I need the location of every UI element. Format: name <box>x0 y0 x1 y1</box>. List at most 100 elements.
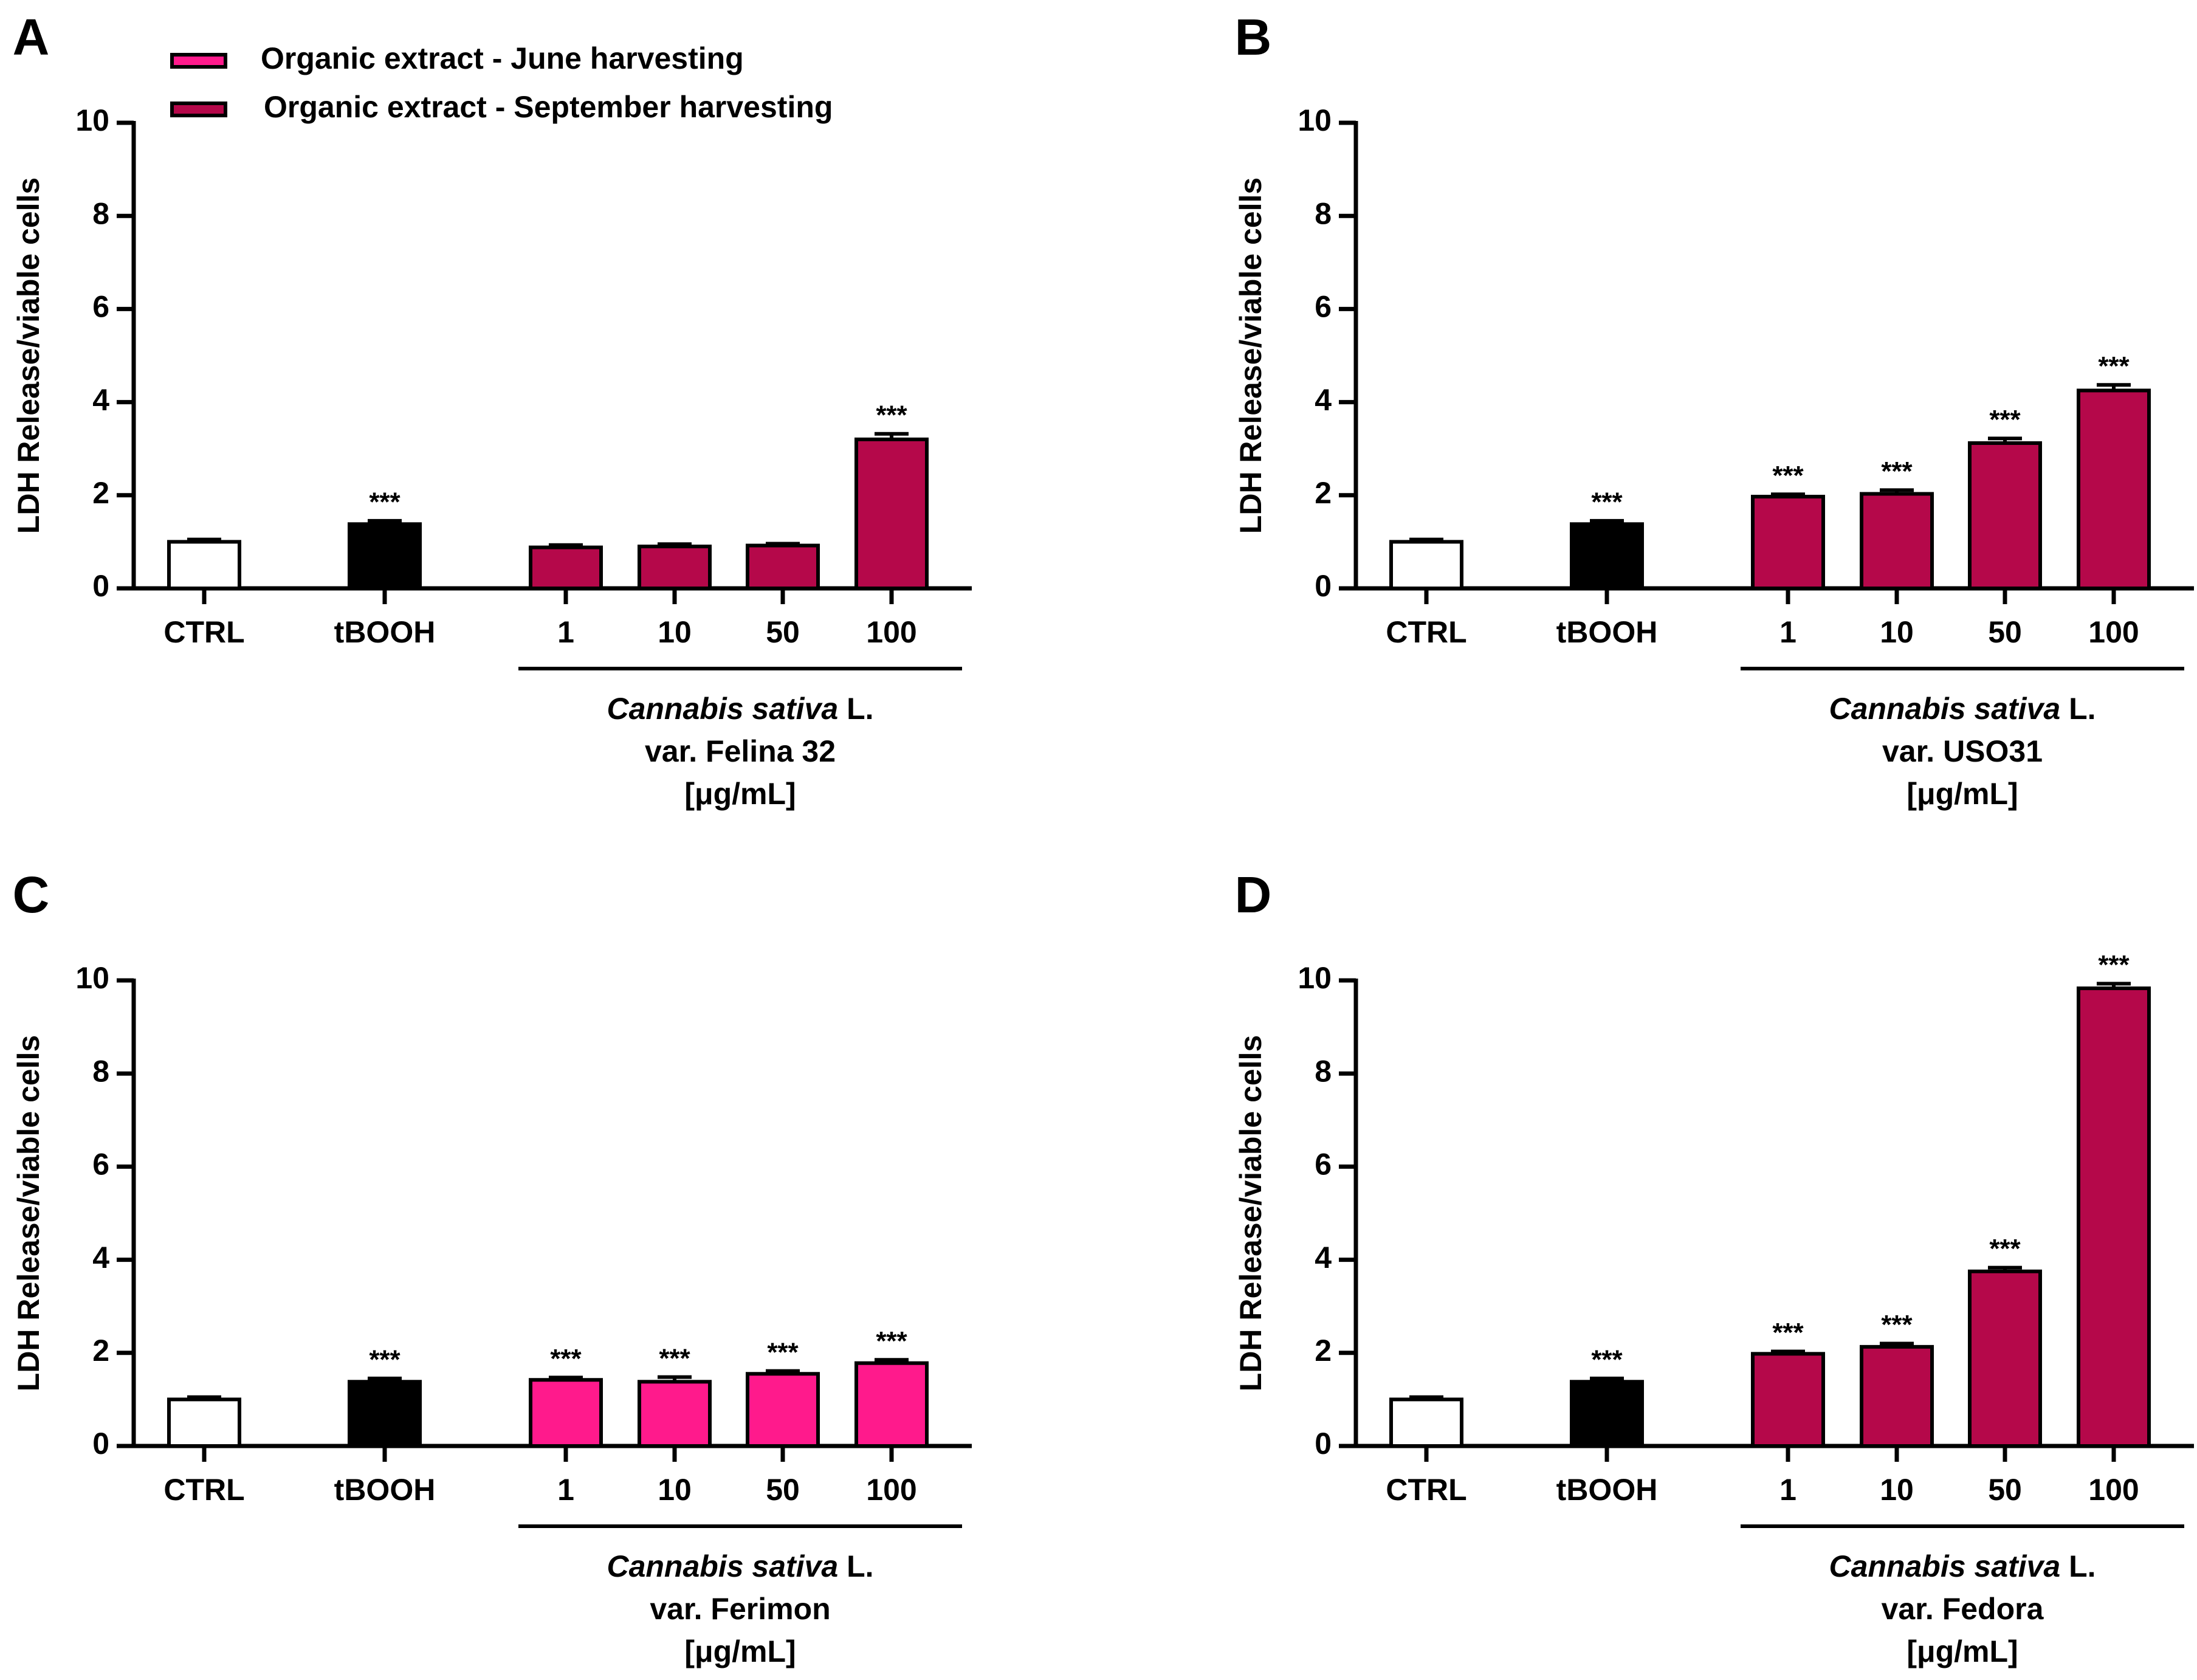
group-variety: var. Fedora <box>1882 1592 2044 1626</box>
group-authority: L. <box>847 692 873 726</box>
significance: *** <box>1989 1234 2021 1264</box>
group-species: Cannabis sativa <box>607 1549 838 1583</box>
y-tick-label: 2 <box>92 1334 109 1368</box>
group-unit: [μg/mL] <box>684 777 796 811</box>
y-tick-label: 2 <box>1315 476 1332 510</box>
group-unit: [μg/mL] <box>684 1634 796 1668</box>
bar <box>1389 1397 1463 1448</box>
legend-swatch <box>170 53 227 69</box>
y-axis-label: LDH Release/viable cells <box>12 1035 46 1391</box>
significance: *** <box>659 1343 690 1373</box>
bar <box>1968 441 2042 590</box>
y-tick-label: 10 <box>1298 103 1332 137</box>
bar <box>1570 1380 1644 1448</box>
significance: *** <box>1881 1310 1913 1340</box>
group-variety: var. Ferimon <box>650 1592 830 1626</box>
y-tick-label: 2 <box>92 476 109 510</box>
group-species: Cannabis sativa <box>1829 1549 2060 1583</box>
y-tick-label: 4 <box>92 383 109 417</box>
x-tick-label: 100 <box>866 1473 916 1507</box>
panel: B LDH Release/viable cells 0 2 4 6 8 10 CTRL tBOO… <box>1234 9 2194 811</box>
significance: *** <box>767 1337 799 1367</box>
bar <box>746 543 820 591</box>
x-tick-label: CTRL <box>163 615 244 649</box>
x-tick-label: 50 <box>766 1473 800 1507</box>
y-tick-label: 0 <box>1315 569 1332 603</box>
panel-letter: A <box>13 9 50 66</box>
significance: *** <box>2098 351 2130 381</box>
y-tick-label: 6 <box>1315 290 1332 324</box>
bar <box>348 522 422 590</box>
x-tick-label: 1 <box>1779 615 1796 649</box>
y-tick-label: 6 <box>92 1148 109 1182</box>
group-species: Cannabis sativa <box>1829 692 2060 726</box>
x-tick-label: 100 <box>2088 615 2139 649</box>
significance: *** <box>1591 1345 1623 1375</box>
x-tick-label: tBOOH <box>1556 1473 1658 1507</box>
significance: *** <box>1591 487 1623 517</box>
x-tick-label: 100 <box>2088 1473 2139 1507</box>
x-tick-label: 100 <box>866 615 916 649</box>
group-species: Cannabis sativa <box>607 692 838 726</box>
significance: *** <box>369 1345 401 1375</box>
group-unit: [μg/mL] <box>1906 777 2018 811</box>
legend-swatch <box>170 102 227 117</box>
significance: *** <box>2098 950 2130 980</box>
y-tick-label: 10 <box>1298 961 1332 995</box>
bar <box>2077 388 2151 590</box>
bar <box>1968 1269 2042 1448</box>
y-tick-label: 10 <box>75 961 109 995</box>
bar <box>1751 495 1825 591</box>
x-tick-label: 50 <box>1988 615 2022 649</box>
significance: *** <box>1989 405 2021 435</box>
y-tick-label: 4 <box>92 1241 109 1275</box>
x-tick-label: tBOOH <box>1556 615 1658 649</box>
group-label: Cannabis sativa L. <box>1829 1549 2096 1583</box>
significance: *** <box>876 400 907 430</box>
significance: *** <box>550 1344 582 1374</box>
y-tick-label: 4 <box>1315 1241 1332 1275</box>
y-tick-label: 0 <box>1315 1427 1332 1461</box>
panel: A LDH Release/viable cells 0 2 4 6 8 10 CTRL tBOO… <box>12 9 972 811</box>
bar <box>1860 492 1934 591</box>
legend-label: Organic extract - June harvesting <box>261 41 744 75</box>
y-tick-label: 4 <box>1315 383 1332 417</box>
y-tick-label: 0 <box>92 569 109 603</box>
x-tick-label: 50 <box>766 615 800 649</box>
legend-label: Organic extract - September harvesting <box>264 90 833 124</box>
panel-letter: C <box>13 866 50 923</box>
y-tick-label: 0 <box>92 1427 109 1461</box>
bar <box>1570 522 1644 590</box>
bar <box>1751 1352 1825 1448</box>
bar <box>529 1378 603 1448</box>
group-label: Cannabis sativa L. <box>1829 692 2096 726</box>
bar <box>1860 1344 1934 1448</box>
x-tick-label: 10 <box>658 615 692 649</box>
bar <box>854 1361 929 1448</box>
bar <box>167 540 241 591</box>
y-tick-label: 6 <box>92 290 109 324</box>
x-tick-label: tBOOH <box>334 1473 436 1507</box>
panel-letter: D <box>1235 866 1272 923</box>
panel: D LDH Release/viable cells 0 2 4 6 8 10 CTRL tBOO… <box>1234 866 2194 1668</box>
bar <box>348 1380 422 1448</box>
x-tick-label: 10 <box>1880 615 1914 649</box>
x-tick-label: 10 <box>658 1473 692 1507</box>
panel: C LDH Release/viable cells 0 2 4 6 8 10 CTRL tBOO… <box>12 866 972 1668</box>
x-tick-label: CTRL <box>1386 1473 1466 1507</box>
y-tick-label: 8 <box>92 196 109 230</box>
x-tick-label: 1 <box>1779 1473 1796 1507</box>
y-tick-label: 2 <box>1315 1334 1332 1368</box>
x-tick-label: CTRL <box>163 1473 244 1507</box>
x-tick-label: 50 <box>1988 1473 2022 1507</box>
significance: *** <box>369 487 401 517</box>
y-tick-label: 8 <box>92 1054 109 1088</box>
x-tick-label: 10 <box>1880 1473 1914 1507</box>
y-tick-label: 10 <box>75 103 109 137</box>
y-tick-label: 8 <box>1315 1054 1332 1088</box>
significance: *** <box>876 1326 907 1356</box>
group-variety: var. Felina 32 <box>645 734 836 768</box>
group-label: Cannabis sativa L. <box>607 1549 873 1583</box>
